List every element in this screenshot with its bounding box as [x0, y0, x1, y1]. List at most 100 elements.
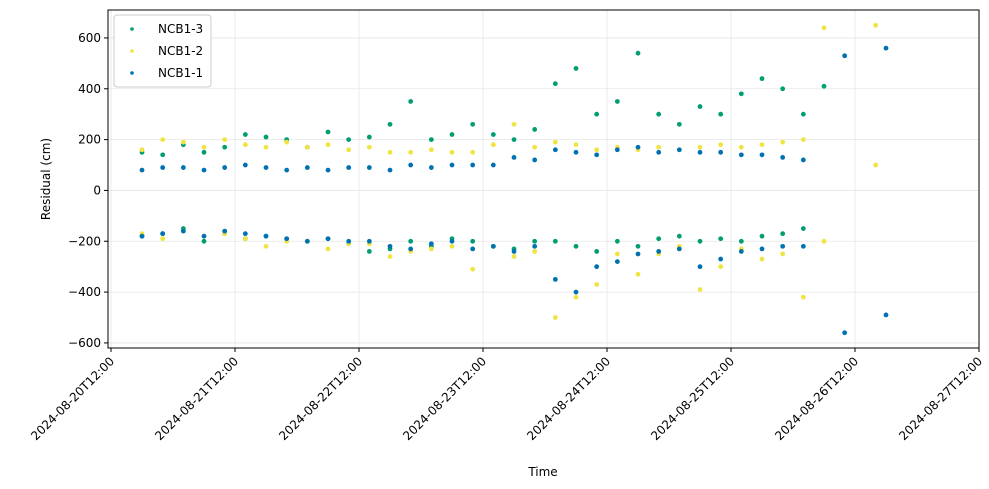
point — [697, 144, 703, 150]
point — [139, 167, 145, 173]
point — [222, 165, 228, 170]
point — [573, 294, 579, 300]
point — [180, 139, 186, 145]
point — [325, 246, 331, 252]
point — [780, 154, 786, 160]
point — [718, 111, 724, 117]
x-tick-label: 2024-08-25T12:00 — [648, 354, 737, 443]
point — [656, 249, 662, 254]
point — [346, 147, 352, 153]
point — [201, 233, 207, 239]
point — [325, 129, 331, 135]
point — [614, 99, 620, 104]
point — [346, 165, 352, 170]
point — [883, 45, 889, 51]
point — [656, 111, 662, 117]
point — [201, 167, 207, 173]
point — [759, 246, 765, 252]
point — [160, 165, 166, 170]
point — [304, 165, 310, 170]
point — [718, 142, 724, 148]
point — [408, 162, 414, 168]
point — [325, 142, 331, 148]
point — [532, 127, 538, 132]
point — [573, 142, 579, 148]
point — [222, 137, 228, 143]
point — [552, 81, 558, 87]
point — [263, 233, 269, 239]
point — [594, 147, 600, 153]
plot-frame — [107, 9, 980, 349]
point — [780, 231, 786, 237]
point — [428, 246, 434, 252]
point — [284, 139, 290, 145]
point — [263, 144, 269, 150]
point — [366, 249, 372, 254]
point — [800, 243, 806, 249]
point — [738, 144, 744, 150]
point — [759, 233, 765, 239]
point — [738, 91, 744, 97]
point — [532, 157, 538, 163]
x-tick-label: 2024-08-23T12:00 — [400, 354, 489, 443]
legend-marker — [130, 27, 134, 31]
point — [325, 236, 331, 242]
point — [470, 246, 476, 252]
point — [511, 137, 517, 143]
x-tick-label: 2024-08-26T12:00 — [772, 354, 861, 443]
point — [366, 238, 372, 244]
point — [873, 162, 879, 168]
y-tick-label: −200 — [68, 234, 101, 248]
point — [160, 231, 166, 237]
point — [408, 238, 414, 244]
point — [366, 144, 372, 150]
point — [408, 99, 414, 104]
point — [532, 144, 538, 150]
point — [490, 142, 496, 148]
point — [263, 243, 269, 249]
point — [635, 243, 641, 249]
point — [346, 238, 352, 244]
point — [532, 249, 538, 254]
point — [511, 254, 517, 259]
point — [635, 144, 641, 150]
point — [532, 238, 538, 244]
x-tick-label: 2024-08-20T12:00 — [28, 354, 117, 443]
point — [387, 121, 393, 127]
point — [263, 134, 269, 140]
point — [697, 238, 703, 244]
point — [428, 165, 434, 170]
x-axis-label: Time — [527, 465, 557, 479]
x-tick-label: 2024-08-27T12:00 — [896, 354, 985, 443]
point — [800, 111, 806, 117]
point — [697, 287, 703, 292]
series — [139, 50, 827, 254]
point — [780, 243, 786, 249]
y-tick-label: 400 — [78, 82, 101, 96]
legend-box — [113, 14, 212, 88]
point — [718, 149, 724, 155]
point — [387, 243, 393, 249]
point — [366, 165, 372, 170]
y-tick-label: −400 — [68, 285, 101, 299]
point — [873, 22, 879, 28]
point — [304, 238, 310, 244]
point — [201, 144, 207, 150]
point — [573, 66, 579, 71]
point — [635, 251, 641, 257]
point — [449, 149, 455, 155]
point — [511, 121, 517, 127]
point — [242, 236, 248, 242]
point — [139, 147, 145, 153]
point — [780, 86, 786, 92]
point — [656, 144, 662, 150]
x-tick-label: 2024-08-24T12:00 — [524, 354, 613, 443]
point — [635, 50, 641, 56]
point — [821, 238, 827, 244]
point — [573, 243, 579, 249]
point — [449, 162, 455, 168]
point — [304, 144, 310, 150]
y-axis-label: Residual (cm) — [39, 138, 53, 220]
point — [490, 243, 496, 249]
point — [428, 147, 434, 153]
